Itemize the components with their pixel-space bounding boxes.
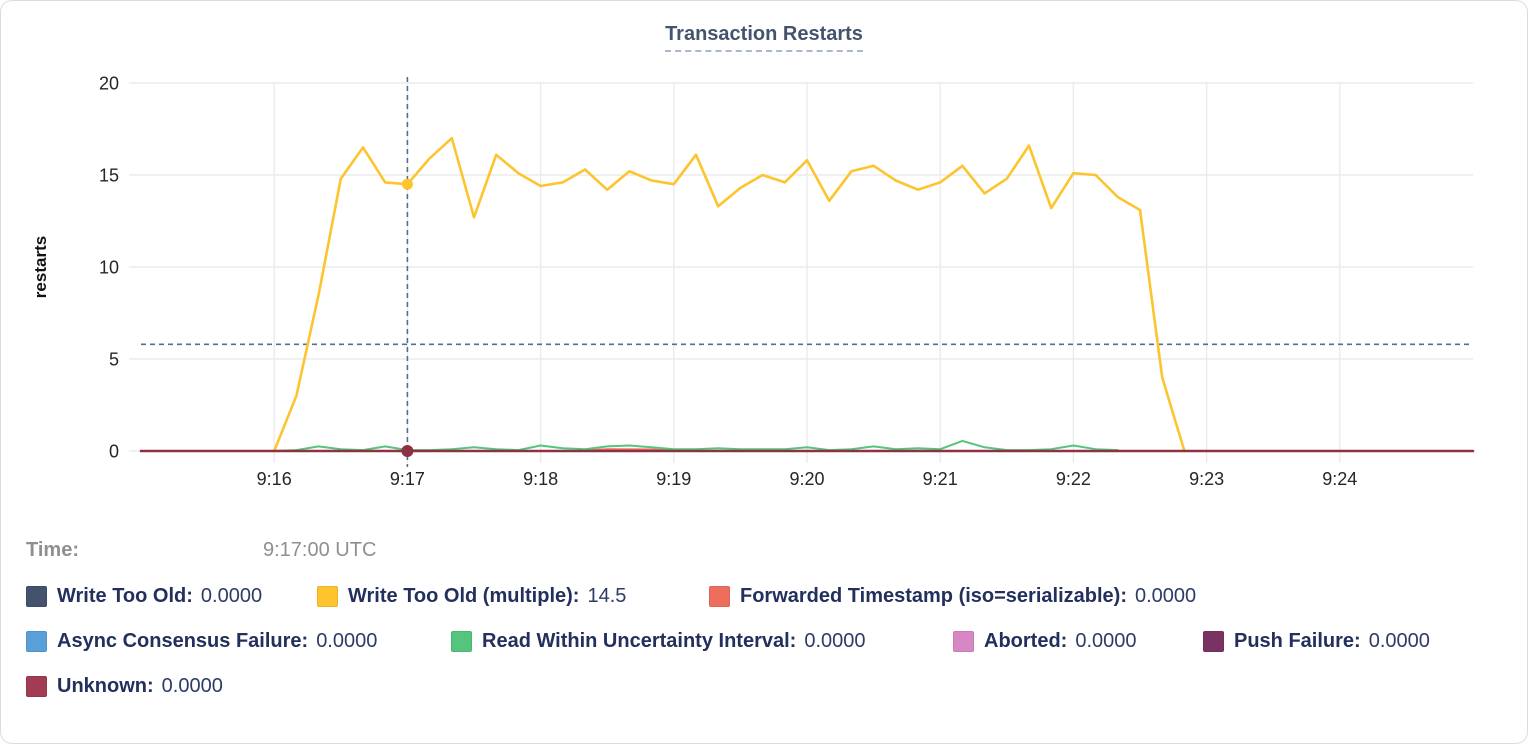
legend-swatch-forwarded-timestamp-iso-serializable- xyxy=(709,586,730,607)
x-axis-tick-label: 9:24 xyxy=(1322,469,1357,489)
legend-value: 0.0000 xyxy=(200,585,263,607)
legend-item-read-within-uncertainty-interval[interactable]: Read Within Uncertainty Interval: 0.0000 xyxy=(451,630,866,653)
time-label: Time: xyxy=(26,539,79,561)
legend-label: Forwarded Timestamp (iso=serializable): xyxy=(740,585,1127,607)
legend-value: 0.0000 xyxy=(1368,630,1430,652)
y-axis-tick-label: 15 xyxy=(99,166,119,186)
y-axis-label: restarts xyxy=(31,236,50,298)
x-axis-tick-label: 9:16 xyxy=(257,469,292,489)
legend-label: Write Too Old: xyxy=(57,585,193,607)
legend-label: Aborted: xyxy=(984,630,1068,652)
x-axis-tick-label: 9:23 xyxy=(1189,469,1224,489)
legend-label: Unknown: xyxy=(57,675,154,697)
legend-value: 0.0000 xyxy=(1075,630,1137,652)
y-axis-tick-label: 20 xyxy=(99,74,119,94)
x-axis-tick-label: 9:22 xyxy=(1056,469,1091,489)
legend-value: 14.5 xyxy=(587,585,627,607)
x-axis-tick-label: 9:21 xyxy=(923,469,958,489)
time-readout: Time: 9:17:00 UTC xyxy=(26,539,376,562)
legend-item-async-consensus-failure[interactable]: Async Consensus Failure: 0.0000 xyxy=(26,630,377,653)
legend-value: 0.0000 xyxy=(316,630,378,652)
chart-svg[interactable]: 0 5 10 15 20 9:16 9:17 9:18 9:19 9:20 9:21 9:22 9:23… xyxy=(1,61,1528,511)
legend-swatch-push-failure xyxy=(1203,631,1224,652)
legend-swatch-write-too-old xyxy=(26,586,47,607)
legend-item-forwarded-timestamp-iso-serializable-[interactable]: Forwarded Timestamp (iso=serializable): 0… xyxy=(709,585,1196,608)
crosshair-dot-write-too-old-multiple- xyxy=(401,178,413,190)
y-axis-tick-label: 5 xyxy=(109,350,119,370)
legend-label: Push Failure: xyxy=(1234,630,1361,652)
legend-item-unknown[interactable]: Unknown: 0.0000 xyxy=(26,675,223,698)
legend-item-push-failure[interactable]: Push Failure: 0.0000 xyxy=(1203,630,1430,653)
y-axis-tick-label: 0 xyxy=(109,442,119,462)
legend-label: Write Too Old (multiple): xyxy=(348,585,580,607)
legend-swatch-async-consensus-failure xyxy=(26,631,47,652)
legend-value: 0.0000 xyxy=(161,675,223,697)
chart-title-text[interactable]: Transaction Restarts xyxy=(665,23,863,52)
series-line-write-too-old-multiple- xyxy=(272,136,1186,453)
legend-swatch-write-too-old-multiple- xyxy=(317,586,338,607)
y-axis-tick-label: 10 xyxy=(99,258,119,278)
time-value: 9:17:00 UTC xyxy=(263,539,377,561)
legend-swatch-read-within-uncertainty-interval xyxy=(451,631,472,652)
legend-item-write-too-old[interactable]: Write Too Old: 0.0000 xyxy=(26,585,262,608)
legend-swatch-aborted xyxy=(953,631,974,652)
x-axis-tick-label: 9:18 xyxy=(523,469,558,489)
series-line-read-within-uncertainty-interval xyxy=(273,439,1119,452)
legend-item-aborted[interactable]: Aborted: 0.0000 xyxy=(953,630,1137,653)
legend-value: 0.0000 xyxy=(1134,585,1197,607)
legend-value: 0.0000 xyxy=(804,630,866,652)
legend-label: Async Consensus Failure: xyxy=(57,630,309,652)
x-axis-tick-label: 9:20 xyxy=(789,469,824,489)
crosshair-dot-unknown xyxy=(401,445,414,457)
legend-item-write-too-old-multiple-[interactable]: Write Too Old (multiple): 14.5 xyxy=(317,585,626,608)
x-axis-tick-label: 9:17 xyxy=(390,469,425,489)
x-axis-tick-label: 9:19 xyxy=(656,469,691,489)
chart-title: Transaction Restarts xyxy=(1,23,1527,52)
legend-swatch-unknown xyxy=(26,676,47,697)
legend-label: Read Within Uncertainty Interval: xyxy=(482,630,797,652)
